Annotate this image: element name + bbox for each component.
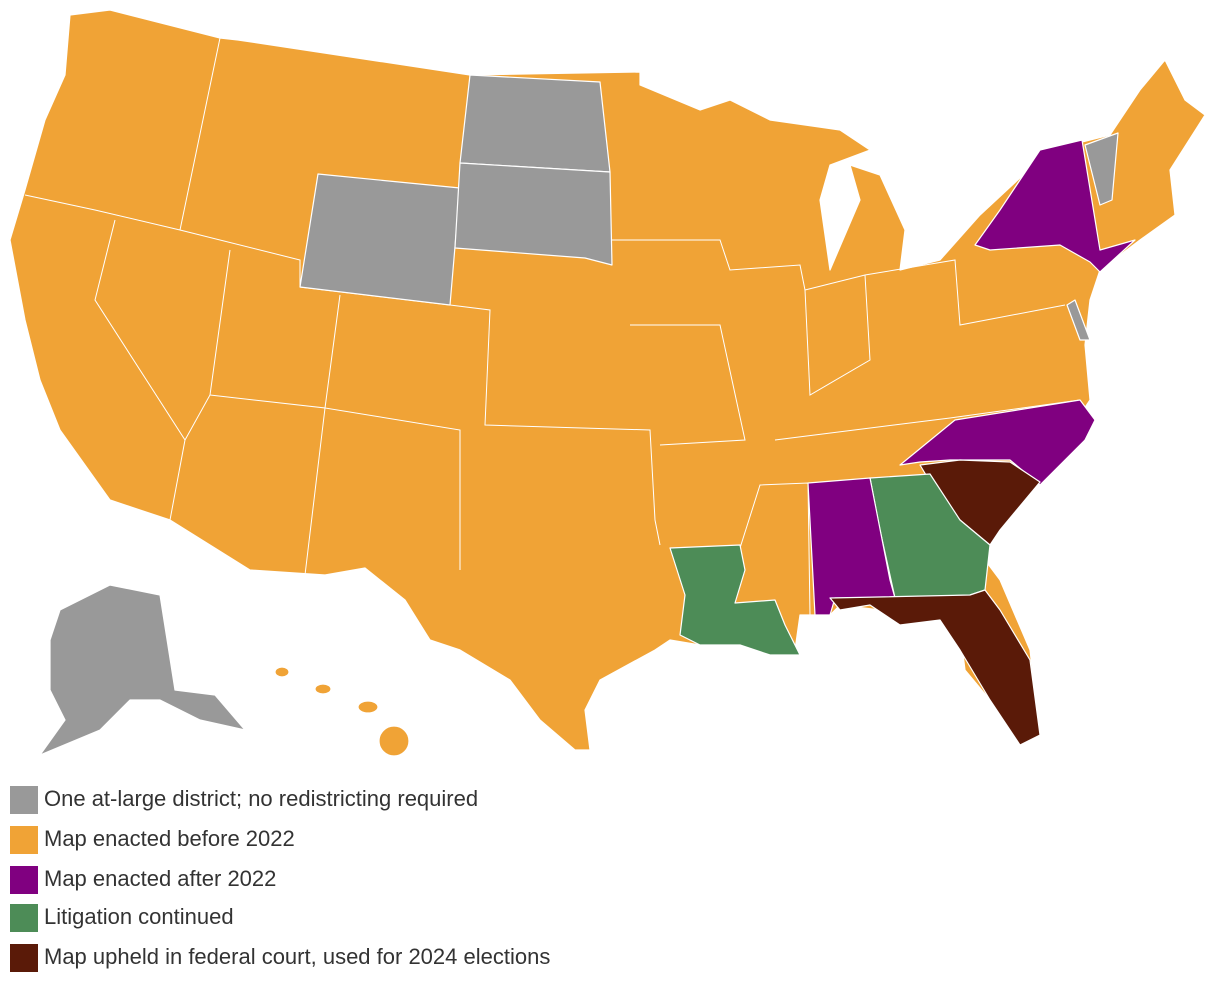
state-borders bbox=[804, 274, 871, 396]
state bbox=[899, 399, 1096, 486]
legend-label: Map enacted before 2022 bbox=[44, 826, 295, 851]
state bbox=[1066, 299, 1091, 341]
state-borders bbox=[739, 482, 811, 616]
legend-label: Map enacted after 2022 bbox=[44, 866, 276, 891]
states bbox=[9, 9, 1206, 757]
legend-label: One at-large district; no redistricting … bbox=[44, 786, 478, 811]
state bbox=[314, 683, 332, 695]
state bbox=[357, 700, 379, 714]
state-borders bbox=[184, 249, 231, 441]
state-borders bbox=[630, 324, 746, 446]
legend-swatch bbox=[10, 904, 38, 932]
state-borders bbox=[324, 294, 461, 570]
state-borders bbox=[774, 399, 1081, 441]
state-borders bbox=[179, 229, 661, 546]
state bbox=[454, 162, 613, 266]
legend-swatch bbox=[10, 944, 38, 972]
state bbox=[974, 139, 1136, 273]
legend-swatch bbox=[10, 826, 38, 854]
legend-label: Map upheld in federal court, used for 20… bbox=[44, 944, 550, 969]
state bbox=[459, 74, 611, 173]
mainland bbox=[9, 9, 1206, 751]
state bbox=[274, 666, 290, 678]
state bbox=[1084, 132, 1119, 206]
state bbox=[829, 589, 1041, 746]
legend-swatch bbox=[10, 786, 38, 814]
legend: One at-large district; no redistricting … bbox=[10, 786, 550, 972]
state-borders bbox=[24, 37, 221, 231]
state-borders bbox=[94, 219, 186, 521]
state bbox=[669, 544, 801, 656]
state bbox=[299, 173, 461, 306]
state bbox=[39, 584, 246, 756]
legend-swatch bbox=[10, 866, 38, 894]
legend-label: Litigation continued bbox=[44, 904, 234, 929]
state bbox=[378, 725, 410, 757]
